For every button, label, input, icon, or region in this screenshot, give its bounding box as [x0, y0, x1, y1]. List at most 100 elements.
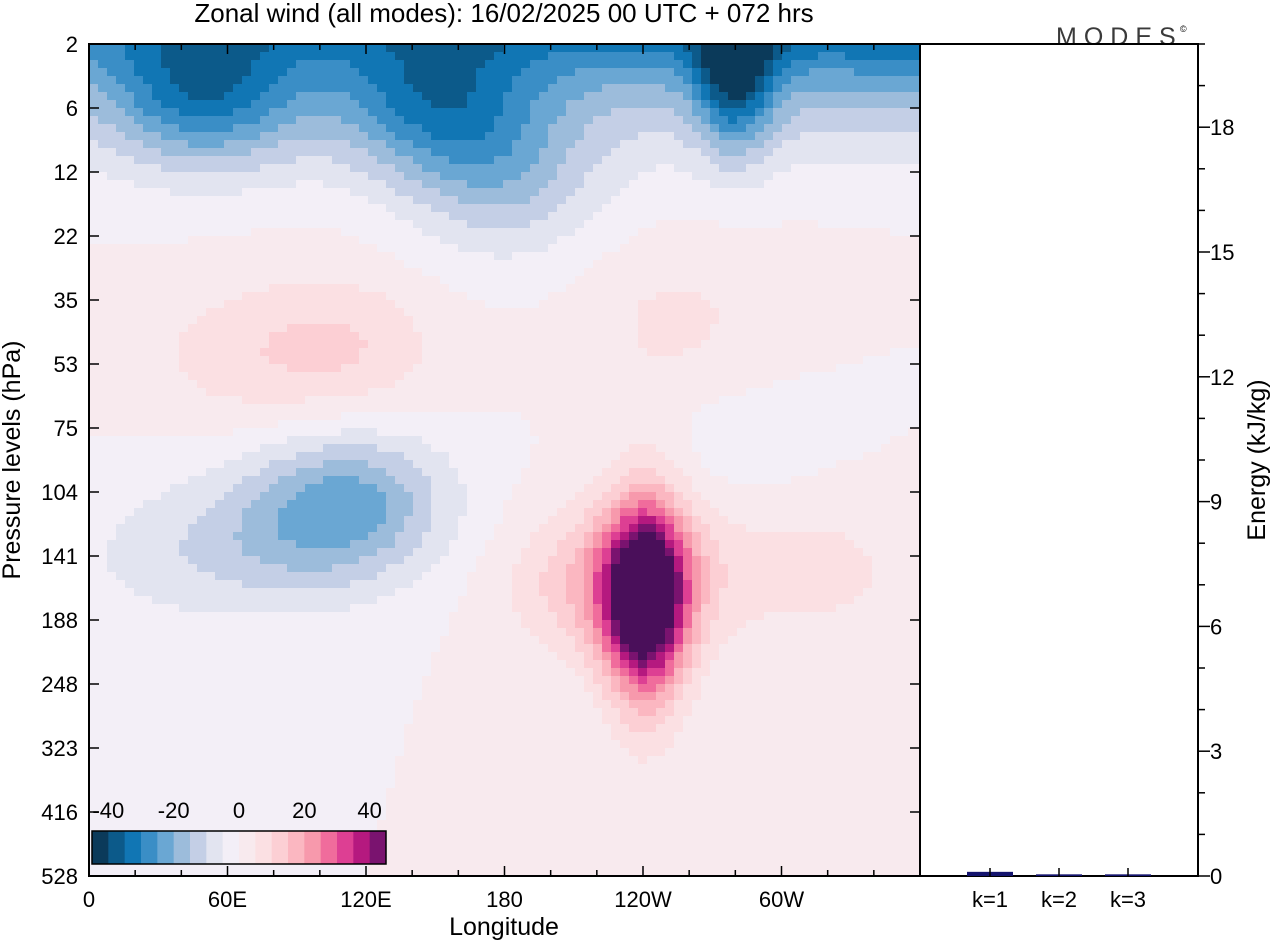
heatmap-cell — [782, 404, 792, 413]
heatmap-cell — [179, 148, 189, 157]
heatmap-cell — [386, 180, 396, 189]
heatmap-cell — [170, 460, 180, 469]
heatmap-cell — [125, 220, 135, 229]
heatmap-cell — [161, 92, 171, 101]
heatmap-cell — [908, 276, 918, 285]
heatmap-cell — [404, 68, 414, 77]
heatmap-cell — [242, 372, 252, 381]
heatmap-cell — [845, 308, 855, 317]
heatmap-cell — [899, 372, 909, 381]
heatmap-cell — [323, 108, 333, 117]
heatmap-cell — [863, 140, 873, 149]
heatmap-cell — [260, 140, 270, 149]
heatmap-cell — [782, 172, 792, 181]
heatmap-cell — [620, 340, 630, 349]
heatmap-cell — [179, 340, 189, 349]
heatmap-cell — [737, 212, 747, 221]
heatmap-cell — [107, 356, 117, 365]
heatmap-cell — [287, 68, 297, 77]
heatmap-cell — [296, 412, 306, 421]
heatmap-cell — [710, 132, 720, 141]
heatmap-cell — [269, 316, 279, 325]
heatmap-cell — [116, 396, 126, 405]
heatmap-cell — [386, 100, 396, 109]
heatmap-cell — [197, 268, 207, 277]
heatmap-cell — [890, 372, 900, 381]
heatmap-cell — [647, 164, 657, 173]
heatmap-cell — [341, 308, 351, 317]
heatmap-cell — [602, 92, 612, 101]
heatmap-cell — [404, 124, 414, 133]
heatmap-cell — [773, 332, 783, 341]
heatmap-cell — [269, 156, 279, 165]
heatmap-cell — [431, 292, 441, 301]
heatmap-cell — [539, 84, 549, 93]
heatmap-cell — [647, 284, 657, 293]
heatmap-cell — [467, 396, 477, 405]
heatmap-cell — [359, 180, 369, 189]
heatmap-cell — [368, 436, 378, 445]
heatmap-cell — [557, 444, 567, 453]
heatmap-cell — [836, 356, 846, 365]
heatmap-cell — [422, 388, 432, 397]
heatmap-cell — [827, 412, 837, 421]
heatmap-cell — [890, 228, 900, 237]
heatmap-cell — [701, 212, 711, 221]
heatmap-cell — [260, 396, 270, 405]
heatmap-cell — [89, 388, 99, 397]
heatmap-cell — [260, 316, 270, 325]
heatmap-cell — [305, 236, 315, 245]
heatmap-cell — [296, 388, 306, 397]
heatmap-cell — [143, 316, 153, 325]
heatmap-cell — [314, 388, 324, 397]
heatmap-cell — [665, 268, 675, 277]
heatmap-cell — [269, 364, 279, 373]
heatmap-cell — [809, 444, 819, 453]
heatmap-cell — [350, 268, 360, 277]
heatmap-cell — [467, 340, 477, 349]
heatmap-cell — [233, 300, 243, 309]
heatmap-cell — [233, 156, 243, 165]
heatmap-cell — [386, 468, 396, 477]
heatmap-cell — [386, 164, 396, 173]
heatmap-cell — [728, 52, 738, 61]
heatmap-cell — [458, 116, 468, 125]
heatmap-cell — [683, 444, 693, 453]
heatmap-cell — [296, 364, 306, 373]
heatmap-cell — [683, 68, 693, 77]
heatmap-cell — [494, 364, 504, 373]
heatmap-cell — [152, 124, 162, 133]
heatmap-cell — [530, 308, 540, 317]
heatmap-cell — [764, 172, 774, 181]
heatmap-cell — [872, 52, 882, 61]
heatmap-cell — [476, 396, 486, 405]
heatmap-cell — [908, 444, 918, 453]
heatmap-cell — [692, 148, 702, 157]
heatmap-cell — [548, 260, 558, 269]
heatmap-cell — [638, 380, 648, 389]
heatmap-cell — [161, 52, 171, 61]
heatmap-cell — [683, 348, 693, 357]
heatmap-cell — [89, 332, 99, 341]
heatmap-cell — [755, 268, 765, 277]
heatmap-cell — [854, 268, 864, 277]
heatmap-cell — [314, 404, 324, 413]
heatmap-cell — [665, 260, 675, 269]
heatmap-cell — [719, 332, 729, 341]
heatmap-cell — [404, 348, 414, 357]
heatmap-cell — [809, 172, 819, 181]
heatmap-cell — [251, 436, 261, 445]
heatmap-cell — [359, 188, 369, 197]
heatmap-cell — [179, 68, 189, 77]
heatmap-cell — [800, 268, 810, 277]
heatmap-cell — [224, 76, 234, 85]
heatmap-cell — [431, 92, 441, 101]
heatmap-cell — [215, 444, 225, 453]
heatmap-cell — [476, 76, 486, 85]
heatmap-cell — [269, 244, 279, 253]
heatmap-cell — [116, 228, 126, 237]
heatmap-cell — [503, 116, 513, 125]
heatmap-cell — [521, 220, 531, 229]
heatmap-cell — [566, 180, 576, 189]
heatmap-cell — [710, 188, 720, 197]
